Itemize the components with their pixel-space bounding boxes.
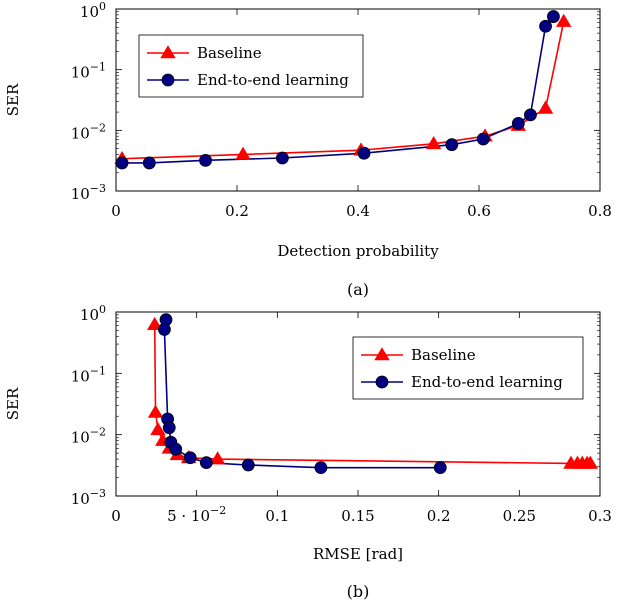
x-tick-label: 0 xyxy=(111,202,121,220)
y-axis-label: SER xyxy=(4,83,22,116)
series-0-marker-6 xyxy=(537,100,554,114)
x-tick-label: 5 · 10−2 xyxy=(167,504,226,525)
y-tick-label: 10−1 xyxy=(71,61,106,82)
plot-frame xyxy=(115,311,601,497)
series-0-marker-legend xyxy=(160,45,176,59)
x-tick-label: 0.6 xyxy=(467,202,491,220)
series-1-marker-3 xyxy=(162,421,176,435)
x-axis-label: Detection probability xyxy=(277,242,439,260)
legend: Baseline End-to-end learning xyxy=(138,34,364,98)
y-tick-label: 10−3 xyxy=(71,487,106,508)
plot-frame xyxy=(115,8,601,192)
series-0-marker-0 xyxy=(147,316,163,331)
series-1-marker-legend xyxy=(161,73,175,87)
legend-label-0: Baseline xyxy=(411,346,476,364)
x-tick-label: 0 xyxy=(111,507,121,525)
x-tick-label: 0.2 xyxy=(427,507,451,525)
series-1-marker-9 xyxy=(539,19,552,33)
y-tick-label: 10−1 xyxy=(71,364,106,385)
series-1-marker-7 xyxy=(511,117,525,130)
chart-0: 10−3 10−2 10−1 100 0 0.2 0.4 0.6 0.8 Baseline End-… xyxy=(4,0,612,299)
x-tick-label: 0.8 xyxy=(588,202,612,220)
series-1-marker-8 xyxy=(241,458,255,472)
x-tick-label: 0.25 xyxy=(503,507,536,525)
legend-label-1: End-to-end learning xyxy=(197,71,349,89)
legend-label-1: End-to-end learning xyxy=(411,373,563,391)
series-0-marker-legend xyxy=(374,347,390,361)
series-1-marker-4 xyxy=(357,146,371,160)
y-tick-label: 10−2 xyxy=(71,426,106,447)
series-1-marker-10 xyxy=(433,461,447,475)
series-1-marker-9 xyxy=(314,461,328,475)
series-1-marker-1 xyxy=(142,156,156,170)
legend-box xyxy=(352,336,584,400)
figure-caption: (b) xyxy=(347,582,370,601)
y-axis-label: SER xyxy=(4,387,22,420)
series-1-marker-2 xyxy=(199,153,212,167)
series-1-marker-8 xyxy=(524,108,537,122)
series-0-marker-2 xyxy=(150,422,166,436)
x-tick-label: 0.3 xyxy=(588,507,612,525)
x-tick-label: 0.15 xyxy=(341,507,374,525)
series-1-marker-7 xyxy=(199,456,213,470)
legend: Baseline End-to-end learning xyxy=(352,336,584,400)
series-0-marker-1 xyxy=(235,146,251,160)
y-tick-label: 10−2 xyxy=(71,121,106,142)
series-1-marker-5 xyxy=(445,138,459,152)
legend-box xyxy=(138,34,364,98)
series-1-marker-5 xyxy=(169,442,183,456)
figure-caption: (a) xyxy=(347,280,369,299)
legend-label-0: Baseline xyxy=(197,44,262,62)
series-0-marker-7 xyxy=(556,13,572,27)
x-tick-label: 0.1 xyxy=(265,507,289,525)
series-1-marker-legend xyxy=(375,375,389,389)
series-1-marker-6 xyxy=(183,451,197,465)
y-tick-label: 10−3 xyxy=(71,182,106,203)
series-1-marker-10 xyxy=(547,10,560,23)
y-tick-label: 100 xyxy=(80,303,106,324)
series-1-marker-0 xyxy=(115,156,129,170)
x-tick-label: 0.4 xyxy=(346,202,370,220)
x-tick-label: 0.2 xyxy=(225,202,249,220)
series-0-marker-1 xyxy=(147,404,164,418)
series-0-marker-12 xyxy=(582,455,599,469)
y-tick-label: 100 xyxy=(80,0,106,21)
series-1-marker-1 xyxy=(157,323,171,336)
series-1-marker-6 xyxy=(476,132,490,146)
series-1-marker-3 xyxy=(275,151,289,165)
series-0-marker-3 xyxy=(425,136,442,150)
x-axis-label: RMSE [rad] xyxy=(313,545,403,563)
series-0-marker-7 xyxy=(209,451,226,465)
chart-1: 10−3 10−2 10−1 100 0 5 · 10−2 0.1 0.15 0.2 0.25 0.… xyxy=(4,303,612,601)
